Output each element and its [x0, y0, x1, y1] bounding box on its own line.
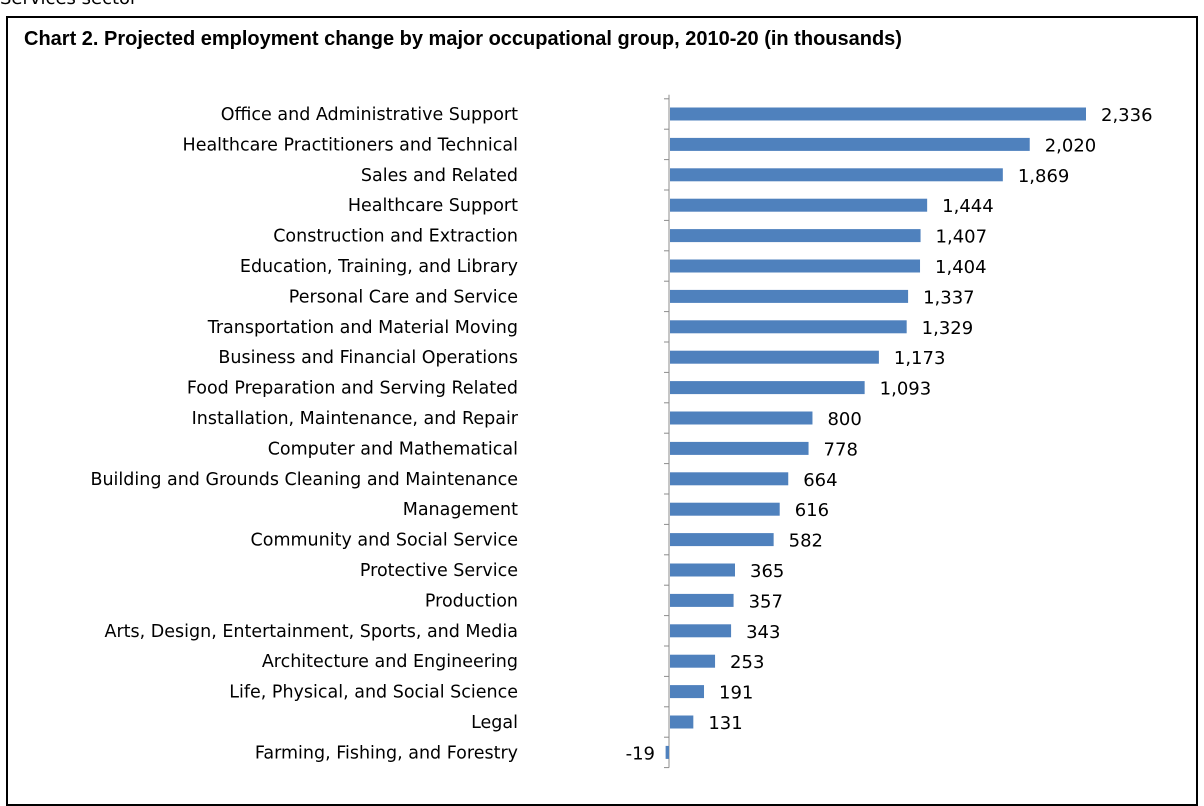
- bar: [670, 533, 774, 547]
- category-label: Installation, Maintenance, and Repair: [192, 409, 519, 429]
- value-label: -19: [626, 743, 655, 764]
- value-label: 343: [746, 622, 780, 643]
- value-label: 1,444: [942, 196, 994, 217]
- category-label: Business and Financial Operations: [218, 348, 518, 368]
- bar: [670, 229, 921, 243]
- category-label: Healthcare Practitioners and Technical: [183, 135, 518, 155]
- bar: [670, 198, 928, 212]
- chart-frame: Chart 2. Projected employment change by …: [6, 16, 1198, 806]
- bar: [670, 350, 879, 364]
- category-label: Transportation and Material Moving: [207, 318, 518, 338]
- bar: [670, 715, 694, 729]
- value-label: 1,173: [894, 348, 946, 369]
- category-label: Food Preparation and Serving Related: [187, 379, 518, 399]
- bar: [670, 411, 813, 425]
- value-label: 2,020: [1045, 135, 1097, 156]
- bar: [670, 381, 865, 395]
- value-label: 1,329: [922, 318, 974, 339]
- value-label: 131: [708, 713, 742, 734]
- bar: [670, 320, 907, 334]
- category-label: Building and Grounds Cleaning and Mainte…: [90, 470, 518, 490]
- category-label: Sales and Related: [361, 166, 518, 186]
- value-label: 1,404: [935, 257, 987, 278]
- value-label: 1,337: [923, 287, 975, 308]
- value-label: 1,407: [936, 227, 988, 248]
- category-label: Community and Social Service: [251, 531, 518, 551]
- value-label: 253: [730, 652, 764, 673]
- value-label: 2,336: [1101, 105, 1153, 126]
- category-label: Farming, Fishing, and Forestry: [255, 743, 518, 763]
- bar: [670, 168, 1003, 182]
- chart-title: Chart 2. Projected employment change by …: [24, 28, 902, 50]
- category-label: Construction and Extraction: [273, 227, 518, 247]
- category-label: Computer and Mathematical: [268, 439, 518, 459]
- category-label: Management: [403, 500, 518, 520]
- category-label: Legal: [471, 713, 518, 733]
- category-label: Production: [425, 591, 518, 611]
- value-label: 365: [750, 561, 784, 582]
- bar: [670, 685, 705, 699]
- bar: [670, 441, 809, 455]
- value-label: 582: [789, 531, 823, 552]
- category-label: Healthcare Support: [348, 196, 518, 216]
- category-label: Life, Physical, and Social Science: [229, 683, 518, 703]
- value-label: 1,093: [880, 379, 932, 400]
- bar: [670, 593, 734, 607]
- bar: [670, 502, 780, 516]
- bar: [670, 563, 735, 577]
- bar-chart: Office and Administrative Support 2,336 He…: [90, 94, 1153, 769]
- value-label: 778: [824, 439, 858, 460]
- bar: [670, 624, 732, 638]
- value-label: 616: [795, 500, 829, 521]
- category-label: Education, Training, and Library: [240, 257, 518, 277]
- bar: [670, 259, 921, 273]
- value-label: 800: [827, 409, 861, 430]
- category-label: Office and Administrative Support: [221, 105, 518, 125]
- category-label: Personal Care and Service: [289, 287, 518, 307]
- value-label: 357: [749, 591, 783, 612]
- value-label: 664: [803, 470, 837, 491]
- category-label: Protective Service: [360, 561, 518, 581]
- bar: [670, 472, 789, 486]
- category-label: Arts, Design, Entertainment, Sports, and…: [105, 622, 519, 642]
- bar: [670, 289, 909, 303]
- value-label: 1,869: [1018, 166, 1070, 187]
- bar: [665, 745, 669, 759]
- category-label: Architecture and Engineering: [262, 652, 518, 672]
- bar: [670, 107, 1086, 121]
- top-caption: Services sector: [0, 0, 137, 9]
- bar: [670, 654, 716, 668]
- value-label: 191: [719, 683, 753, 704]
- bar: [670, 137, 1030, 151]
